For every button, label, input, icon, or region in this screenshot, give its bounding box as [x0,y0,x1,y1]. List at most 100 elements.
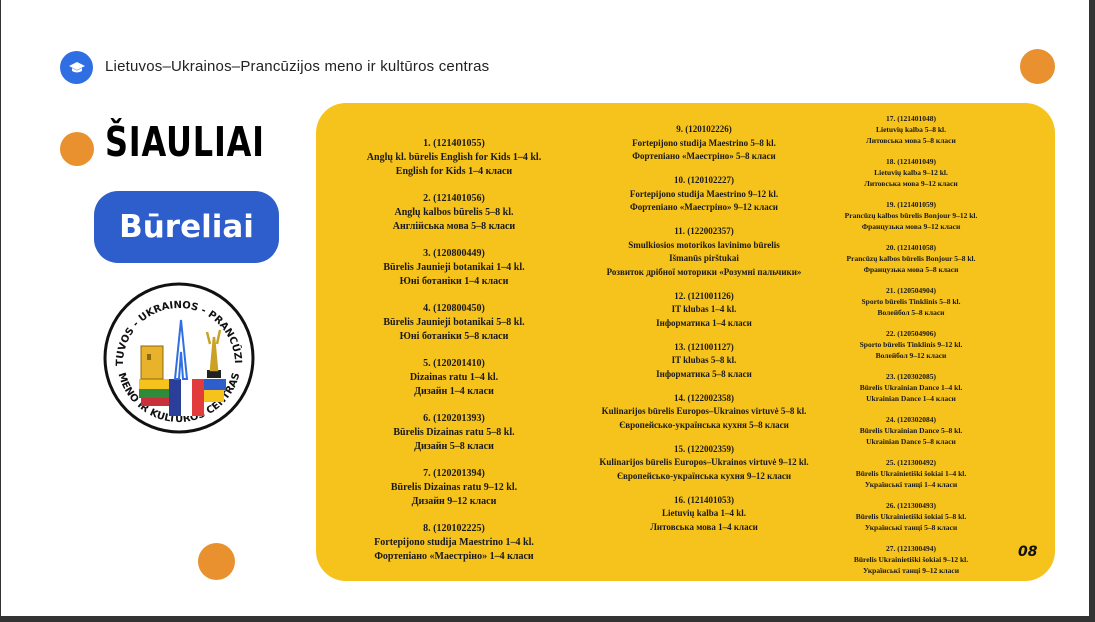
club-line: Литовська мова 9–12 класи [864,179,958,188]
club-line: Французька мова 9–12 класи [861,222,961,231]
club-code: 16. (121401053) [674,494,734,505]
club-line: Волейбол 5–8 класи [877,308,945,317]
club-item: 22. (120504906) Sporto būrelis Tinklinis … [827,328,995,361]
club-line: Būrelis Jaunieji botanikai 5–8 kl. [383,317,525,328]
club-line: Fortepijono studija Maestrino 1–4 kl. [374,537,534,548]
club-code: 24. (120302084) [886,415,936,424]
decorative-dot-top-right [1020,49,1055,84]
clubs-column-3: 17. (121401048) Lietuvių kalba 5–8 kl. Лит… [827,113,995,586]
club-line: Sporto būrelis Tinklinis 9–12 kl. [859,340,963,349]
club-item: 14. (122002358) Kulinarijos būrelis Europ… [597,392,811,433]
club-code: 14. (122002358) [674,392,734,403]
club-item: 11. (122002357) Smulkiosios motorikos lav… [597,225,811,279]
club-code: 25. (121300492) [886,458,936,467]
club-line: Французька мова 5–8 класи [863,265,959,274]
club-line: Prancūzų kalbos būrelis Bonjour 9–12 kl. [844,211,978,220]
club-item: 18. (121401049) Lietuvių kalba 9–12 kl. Ли… [827,156,995,189]
club-line: Фортепіано «Маестріно» 5–8 класи [632,151,776,161]
club-item: 17. (121401048) Lietuvių kalba 5–8 kl. Лит… [827,113,995,146]
decorative-dot-title [60,132,94,166]
club-line: Ukrainian Dance 1–4 класи [866,394,956,403]
club-item: 4. (120800450) Būrelis Jaunieji botanikai… [334,302,574,344]
decorative-dot-bottom [198,543,235,580]
club-code: 9. (120102226) [676,124,732,134]
club-line: Волейбол 9–12 класи [875,351,947,360]
club-line: Anglų kl. būrelis English for Kids 1–4 k… [366,152,542,163]
centre-logo: LIETUVOS - UKRAINOS - PRANCŪZIJOS MENO I… [103,282,255,434]
club-item: 9. (120102226) Fortepijono studija Maestr… [597,123,811,164]
club-line: Дизайн 1–4 класи [414,386,494,397]
club-line: Дизайн 5–8 класи [414,441,494,452]
club-item: 25. (121300492) Būrelis Ukrainietiški šok… [827,457,995,490]
club-line: Англійська мова 5–8 класи [392,221,516,232]
clubs-column-1: 1. (121401055) Anglų kl. būrelis English … [334,137,574,577]
club-code: 19. (121401059) [886,200,936,209]
header-title: Lietuvos–Ukrainos–Prancūzijos meno ir ku… [105,58,490,75]
club-item: 27. (121300494) Būrelis Ukrainietiški šok… [827,543,995,576]
club-item: 23. (120302085) Būrelis Ukrainian Dance 1… [827,371,995,404]
club-item: 1. (121401055) Anglų kl. būrelis English … [334,137,574,179]
club-item: 5. (120201410) Dizainas ratu 1–4 kl. Дизай… [334,357,574,399]
club-line: Išmanūs pirštukai [669,253,739,263]
club-item: 20. (121401058) Prancūzų kalbos būrelis B… [827,242,995,275]
club-item: 26. (121300493) Būrelis Ukrainietiški šok… [827,500,995,533]
club-line: IT klubas 1–4 kl. [671,304,737,314]
club-line: Sporto būrelis Tinklinis 5–8 kl. [861,297,961,306]
club-line: Юні ботаніки 5–8 класи [399,331,509,342]
club-item: 19. (121401059) Prancūzų kalbos būrelis B… [827,199,995,232]
club-code: 10. (120102227) [674,175,734,185]
club-line: Būrelis Ukrainietiški šokiai 5–8 kl. [855,512,967,521]
club-line: Lietuvių kalba 1–4 kl. [661,508,747,518]
club-line: IT klubas 5–8 kl. [671,355,737,365]
page-number: 08 [1018,544,1038,560]
clubs-panel [316,103,1055,581]
club-code: 27. (121300494) [886,544,936,553]
club-item: 8. (120102225) Fortepijono studija Maestr… [334,522,574,564]
club-line: Smulkiosios motorikos lavinimo būrelis [628,239,780,250]
club-code: 3. (120800449) [423,248,485,259]
club-line: Литовська мова 5–8 класи [866,136,956,145]
club-line: Kulinarijos būrelis Europos–Ukrainos vir… [599,457,809,467]
club-code: 4. (120800450) [423,303,485,314]
clubs-column-2: 9. (120102226) Fortepijono studija Maestr… [597,123,811,545]
club-line: Lietuvių kalba 5–8 kl. [875,125,947,134]
club-line: Būrelis Ukrainian Dance 5–8 kl. [859,426,963,435]
club-line: Юні ботаніки 1–4 класи [399,276,509,287]
club-item: 24. (120302084) Būrelis Ukrainian Dance 5… [827,414,995,447]
club-code: 13. (121001127) [674,341,734,352]
club-item: 12. (121001126) IT klubas 1–4 kl. Інформат… [597,290,811,331]
club-code: 26. (121300493) [886,501,936,510]
club-line: Būrelis Jaunieji botanikai 1–4 kl. [383,262,525,273]
club-line: Дизайн 9–12 класи [411,496,497,507]
club-line: Литовська мова 1–4 класи [650,521,758,532]
club-line: English for Kids 1–4 класи [395,166,513,177]
club-line: Інформатика 1–4 класи [656,317,752,328]
club-code: 20. (121401058) [886,243,936,252]
club-code: 1. (121401055) [423,138,485,149]
club-line: Būrelis Ukrainietiški šokiai 9–12 kl. [853,555,969,564]
club-line: Fortepijono studija Maestrino 9–12 kl. [629,188,779,199]
club-code: 5. (120201410) [423,358,485,369]
club-code: 23. (120302085) [886,372,936,381]
club-code: 22. (120504906) [886,329,936,338]
club-code: 6. (120201393) [423,413,485,424]
club-code: 2. (121401056) [423,193,485,204]
club-code: 17. (121401048) [886,114,936,123]
club-line: Фортепіано «Маестріно» 1–4 класи [374,551,534,562]
club-line: Розвиток дрібної моторики «Розумні пальч… [606,266,802,277]
club-item: 2. (121401056) Anglų kalbos būrelis 5–8 k… [334,192,574,234]
club-line: Fortepijono studija Maestrino 5–8 kl. [632,137,776,148]
club-item: 10. (120102227) Fortepijono studija Maest… [597,174,811,215]
club-code: 18. (121401049) [886,157,936,166]
section-badge: Būreliai [94,191,279,263]
club-item: 15. (122002359) Kulinarijos būrelis Europ… [597,443,811,484]
club-item: 13. (121001127) IT klubas 5–8 kl. Інформат… [597,341,811,382]
club-line: Būrelis Dizainas ratu 5–8 kl. [393,427,515,438]
club-code: 15. (122002359) [674,443,734,454]
club-line: Фортепіано «Маестріно» 9–12 класи [630,202,778,212]
club-line: Būrelis Ukrainietiški šokiai 1–4 kl. [855,469,967,478]
club-line: Būrelis Dizainas ratu 9–12 kl. [390,482,518,493]
club-code: 12. (121001126) [674,290,734,301]
graduation-cap-icon [60,51,93,84]
